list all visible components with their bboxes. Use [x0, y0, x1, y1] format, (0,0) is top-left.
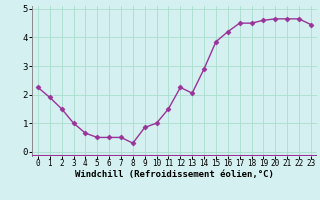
X-axis label: Windchill (Refroidissement éolien,°C): Windchill (Refroidissement éolien,°C) [75, 170, 274, 179]
